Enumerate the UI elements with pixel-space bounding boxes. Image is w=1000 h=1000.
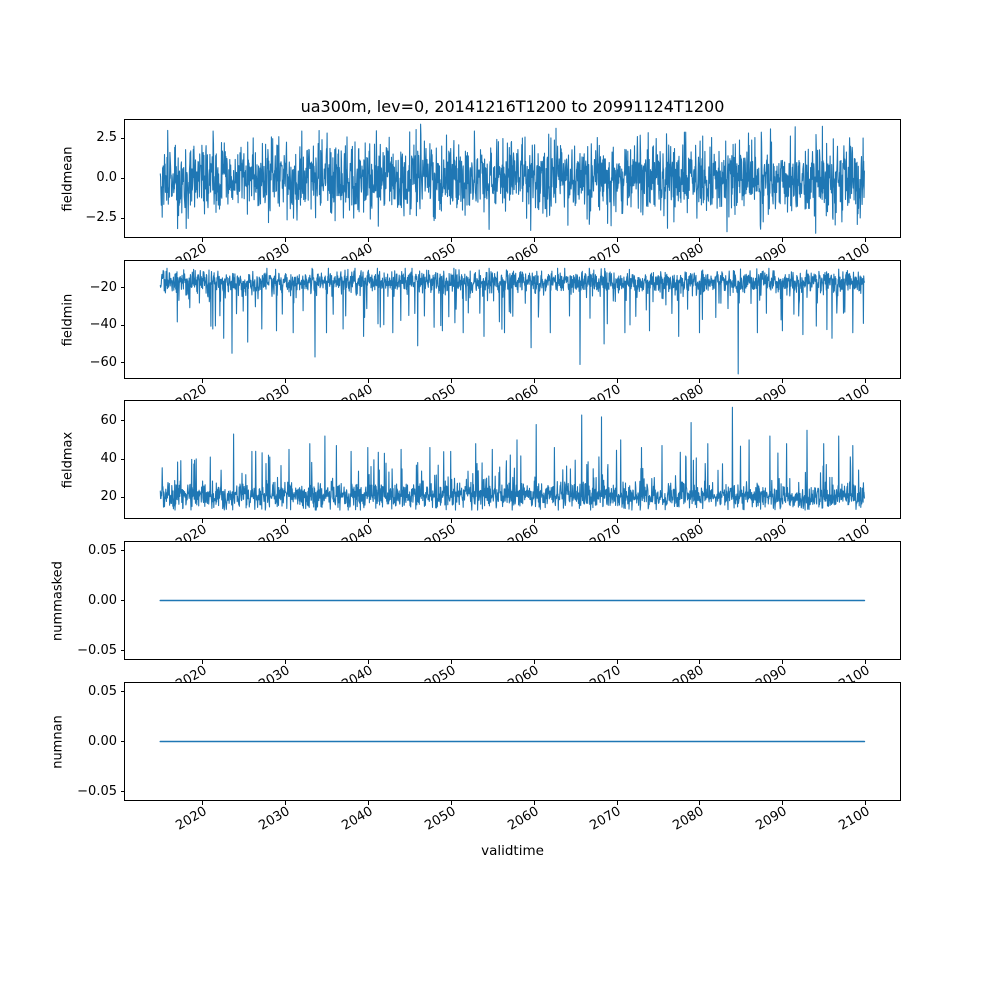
y-tick-label: 60: [100, 412, 117, 428]
x-tick-mark: [284, 660, 286, 664]
y-tick-mark: [121, 420, 125, 422]
x-tick-label: 2030: [256, 804, 293, 834]
x-tick-mark: [533, 519, 535, 523]
y-tick-label: 0.05: [88, 542, 117, 558]
subplot-fieldmean: [124, 119, 901, 238]
x-tick-mark: [782, 660, 784, 664]
x-tick-mark: [450, 379, 452, 383]
y-tick-mark: [121, 496, 125, 498]
x-tick-mark: [284, 801, 286, 805]
x-tick-mark: [284, 379, 286, 383]
x-tick-mark: [699, 660, 701, 664]
y-tick-label: −40: [89, 317, 117, 333]
x-tick-mark: [284, 238, 286, 242]
x-tick-label: 2020: [173, 804, 210, 834]
y-tick-label: 40: [100, 451, 117, 467]
x-tick-mark: [367, 379, 369, 383]
x-tick-mark: [699, 379, 701, 383]
y-tick-label: −60: [89, 354, 117, 370]
x-tick-mark: [533, 379, 535, 383]
x-tick-label: 2080: [670, 804, 707, 834]
x-tick-mark: [865, 238, 867, 242]
y-tick-label: 0.00: [88, 592, 117, 608]
x-tick-mark: [450, 519, 452, 523]
x-tick-mark: [533, 801, 535, 805]
x-tick-mark: [782, 801, 784, 805]
x-tick-label: 2100: [836, 804, 873, 834]
y-tick-mark: [121, 287, 125, 289]
y-tick-mark: [121, 550, 125, 551]
x-tick-mark: [616, 660, 618, 664]
y-tick-mark: [121, 600, 125, 601]
x-tick-mark: [865, 379, 867, 383]
x-tick-mark: [782, 379, 784, 383]
x-tick-mark: [202, 379, 204, 383]
subplot-fieldmin: [124, 260, 901, 379]
x-tick-mark: [699, 801, 701, 805]
x-tick-mark: [699, 519, 701, 523]
x-tick-mark: [533, 660, 535, 664]
y-tick-mark: [121, 362, 125, 364]
y-tick-label: −0.05: [77, 642, 117, 658]
y-tick-mark: [121, 137, 125, 139]
y-tick-label: 0.00: [88, 733, 117, 749]
y-tick-label: −2.5: [85, 210, 117, 226]
x-tick-mark: [533, 238, 535, 242]
x-tick-mark: [284, 519, 286, 523]
x-tick-label: 2090: [753, 804, 790, 834]
y-tick-mark: [121, 324, 125, 326]
series-line-fieldmin: [159, 267, 865, 375]
y-tick-mark: [121, 691, 125, 692]
x-tick-mark: [367, 801, 369, 805]
y-tick-label: 2.5: [96, 130, 117, 146]
x-tick-mark: [367, 660, 369, 664]
x-axis-label: validtime: [481, 843, 544, 859]
x-tick-label: 2070: [587, 804, 625, 834]
subplot-fieldmax: [124, 400, 901, 519]
y-tick-mark: [121, 217, 125, 219]
y-tick-label: 0.0: [96, 170, 117, 186]
x-tick-mark: [450, 801, 452, 805]
x-tick-mark: [782, 519, 784, 523]
y-tick-mark: [121, 791, 125, 792]
y-tick-mark: [121, 177, 125, 179]
x-tick-mark: [616, 801, 618, 805]
subplot-numnan: [124, 682, 901, 801]
chart-title: ua300m, lev=0, 20141216T1200 to 20991124…: [300, 97, 725, 116]
x-tick-mark: [202, 801, 204, 805]
x-tick-mark: [865, 519, 867, 523]
y-tick-label: 20: [100, 489, 117, 505]
y-tick-mark: [121, 650, 125, 651]
series-line-fieldmean: [159, 123, 865, 234]
y-tick-label: −0.05: [77, 783, 117, 799]
x-tick-mark: [699, 238, 701, 242]
x-tick-label: 2060: [504, 804, 542, 834]
y-tick-label: −20: [89, 279, 117, 295]
x-tick-label: 2040: [339, 804, 376, 834]
y-tick-mark: [121, 741, 125, 742]
x-tick-mark: [202, 660, 204, 664]
subplot-nummasked: [124, 541, 901, 660]
y-tick-label: 0.05: [88, 683, 117, 699]
x-tick-label: 2050: [422, 804, 459, 834]
x-tick-mark: [202, 238, 204, 242]
y-tick-mark: [121, 458, 125, 460]
x-tick-mark: [367, 238, 369, 242]
x-tick-mark: [616, 379, 618, 383]
x-tick-mark: [865, 801, 867, 805]
x-tick-mark: [616, 519, 618, 523]
x-tick-mark: [202, 519, 204, 523]
x-tick-mark: [367, 519, 369, 523]
x-tick-mark: [865, 660, 867, 664]
x-tick-mark: [450, 238, 452, 242]
x-tick-mark: [450, 660, 452, 664]
x-tick-mark: [782, 238, 784, 242]
series-line-fieldmax: [159, 406, 865, 511]
x-tick-mark: [616, 238, 618, 242]
